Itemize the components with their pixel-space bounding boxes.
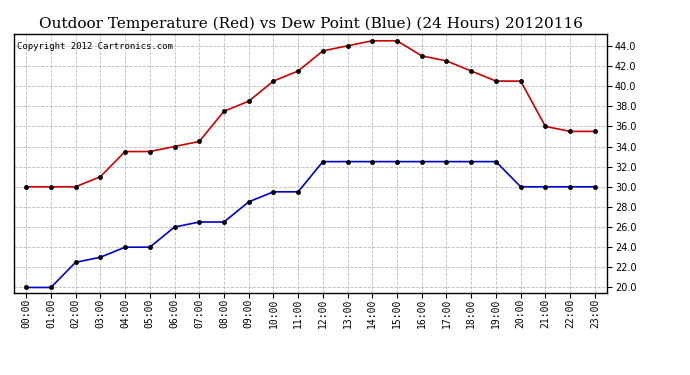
Title: Outdoor Temperature (Red) vs Dew Point (Blue) (24 Hours) 20120116: Outdoor Temperature (Red) vs Dew Point (… <box>39 17 582 31</box>
Text: Copyright 2012 Cartronics.com: Copyright 2012 Cartronics.com <box>17 42 172 51</box>
